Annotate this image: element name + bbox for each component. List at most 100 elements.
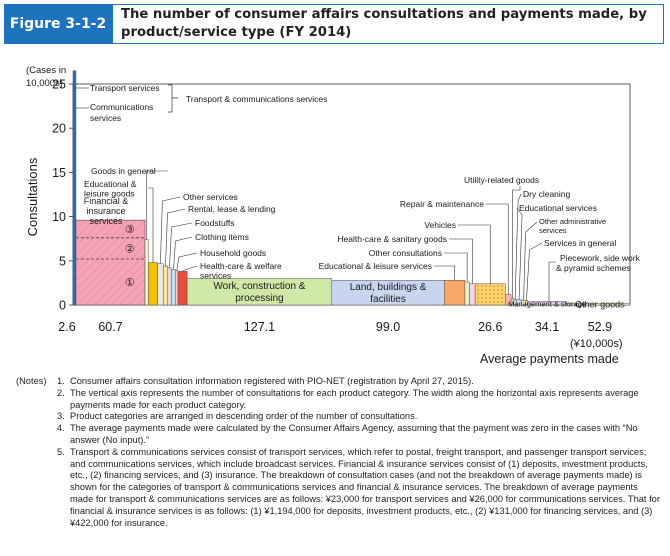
notes: (Notes) 1. Consumer affairs consultation i… <box>16 376 662 529</box>
callout-dry-cleaning: Dry cleaning <box>523 189 571 199</box>
leader-line <box>148 187 154 263</box>
bar <box>162 265 169 306</box>
note-text: Product categories are arranged in desce… <box>70 411 418 422</box>
y-axis-title: Consultations <box>25 157 40 236</box>
bar-inner-label: Other goods <box>575 300 625 310</box>
note-item: 2. The vertical axis represents the numbe… <box>16 388 662 412</box>
notes-label <box>16 411 57 423</box>
callout-household-goods: Household goods <box>200 248 266 258</box>
notes-label <box>16 388 57 412</box>
leader-line <box>516 207 523 300</box>
notes-label: (Notes) <box>16 376 47 386</box>
note-number: 5. <box>57 446 65 457</box>
y-tick-label: 5 <box>59 254 66 268</box>
note-text: Transport & communications services cons… <box>70 446 660 528</box>
bar <box>72 70 77 306</box>
x-tick-label: 34.1 <box>535 320 559 334</box>
y-tick-label: 20 <box>52 122 66 136</box>
x-tick-label: 26.6 <box>478 320 502 334</box>
callout-health-care-welfare-services: Health-care & welfare <box>200 261 282 271</box>
bar <box>569 302 631 306</box>
bar <box>144 239 149 306</box>
note-item: 4. The average payments made were calcula… <box>16 423 662 447</box>
figure-title: The number of consumer affairs consultat… <box>112 4 664 44</box>
notes-label <box>16 423 57 447</box>
leader-line <box>458 224 491 284</box>
leader-line <box>449 238 473 284</box>
bar <box>167 267 172 306</box>
callout-financial-insurance: Financial & <box>84 196 129 206</box>
bar <box>464 281 470 306</box>
segment-label: ② <box>125 243 135 255</box>
leader-line <box>146 170 168 240</box>
bar <box>175 270 179 306</box>
callout-goods-in-general: Goods in general <box>91 166 156 176</box>
bars <box>72 70 631 306</box>
y-tick-label: 0 <box>59 299 66 313</box>
note-number: 4. <box>57 423 65 434</box>
x-tick-label: 52.9 <box>588 320 612 334</box>
callout-financial-insurance: insurance <box>86 206 125 216</box>
callout-health-care-sanitary-goods: Health-care & sanitary goods <box>337 234 447 244</box>
callout-health-care-welfare-services: services <box>200 271 231 281</box>
leader-line <box>548 261 556 302</box>
bar-hatch <box>75 220 146 305</box>
bar-inner-label: Management & storage <box>508 300 586 309</box>
bar <box>177 271 188 306</box>
callout-communications-services: services <box>90 113 121 123</box>
x-tick-label: 60.7 <box>98 320 122 334</box>
segment-label: ③ <box>125 224 135 236</box>
x-tick-label: 99.0 <box>376 320 400 334</box>
leader-line <box>514 193 522 300</box>
bar <box>527 301 567 306</box>
leader-line <box>434 265 455 281</box>
figure-header: Figure 3-1-2 The number of consumer affa… <box>0 0 670 48</box>
note-text: The average payments made were calculate… <box>70 423 638 445</box>
callout-other-administrative-services: services <box>539 226 567 235</box>
y-unit-label: (Cases in <box>26 65 66 76</box>
callout-piecework: & pyramid schemes <box>556 263 631 273</box>
leader-line <box>486 203 509 295</box>
y-tick-label: 25 <box>52 78 66 92</box>
figure-label: Figure 3-1-2 <box>4 4 112 44</box>
callout-repair-maintenance: Repair & maintenance <box>400 199 484 209</box>
y-unit-label: 10,000s) <box>26 78 63 89</box>
callout-piecework: Piecework, side work <box>560 253 641 263</box>
callout-vehicles: Vehicles <box>424 220 456 230</box>
note-text: The vertical axis represents the number … <box>70 387 639 410</box>
note-item: (Notes) 1. Consumer affairs consultation i… <box>16 376 662 388</box>
leader-line <box>523 221 538 301</box>
leader-line <box>165 208 186 267</box>
leader-line <box>182 265 198 272</box>
leader-line <box>169 222 193 268</box>
annotations <box>75 84 556 302</box>
bar-inner-label: facilities <box>370 294 406 305</box>
bar <box>186 278 333 306</box>
leader-line <box>512 186 521 299</box>
callout-brace <box>168 84 178 113</box>
callout-educational-leisure-goods: leisure goods <box>84 189 135 199</box>
callout-utility-related-goods: Utility-related goods <box>464 175 539 185</box>
bar <box>157 263 164 306</box>
y-tick-label: 10 <box>52 210 66 224</box>
x-unit-label: (¥10,000s) <box>570 338 623 350</box>
callout-other-services: Other services <box>183 192 238 202</box>
bar <box>148 262 158 306</box>
y-tick-label: 15 <box>52 166 66 180</box>
callout-other-consultations: Other consultations <box>369 248 442 258</box>
segment-label: ① <box>125 277 135 289</box>
leader-line <box>176 252 198 271</box>
x-tick-label: 127.1 <box>244 320 275 334</box>
note-item: 5. Transport & communications services co… <box>16 447 662 530</box>
notes-label <box>16 447 57 530</box>
callout-communications-services: Communications <box>90 102 153 112</box>
leader-line <box>526 242 543 301</box>
bar <box>170 269 177 306</box>
callout-educational-leisure-services: Educational & leisure services <box>319 261 432 271</box>
x-axis-title: Average payments made <box>480 352 619 366</box>
bar-inner-label: Work, construction & <box>213 281 305 292</box>
note-number: 1. <box>57 376 65 386</box>
leader-line <box>444 252 468 283</box>
bar-inner-label: processing <box>235 293 283 304</box>
leader-line <box>160 196 181 264</box>
